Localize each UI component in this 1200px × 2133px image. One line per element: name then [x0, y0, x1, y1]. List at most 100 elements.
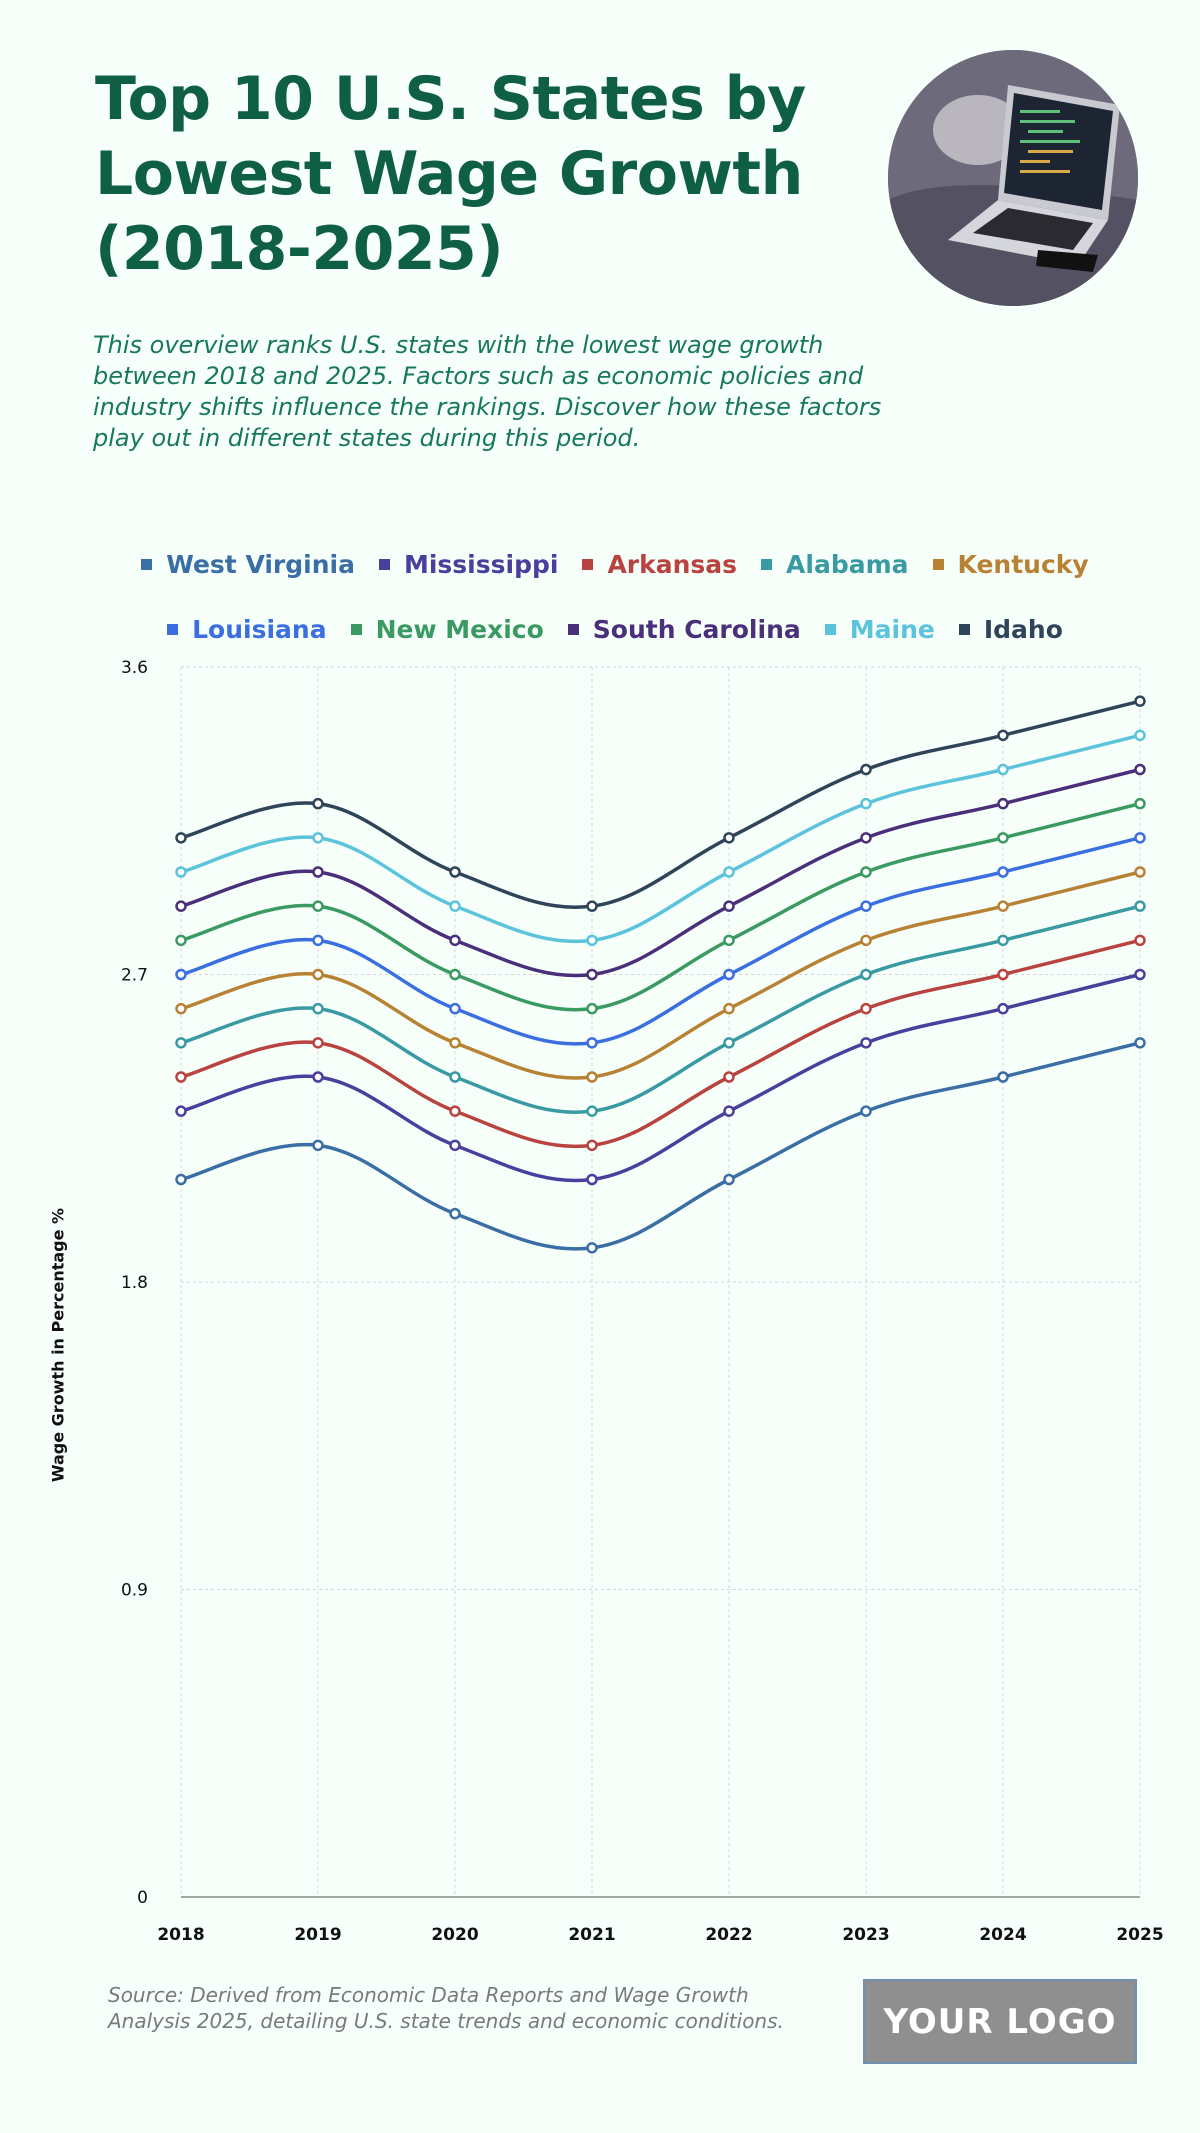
data-point-maine	[586, 934, 598, 947]
data-point-alabama	[586, 1105, 598, 1117]
data-point-idaho	[175, 832, 187, 844]
data-point-arkansas	[860, 1002, 872, 1015]
data-point-west-virginia	[449, 1207, 461, 1220]
legend-label: West Virginia	[166, 550, 355, 579]
legend-label: New Mexico	[375, 615, 544, 644]
data-point-maine	[312, 832, 324, 844]
y-tick-label: 3.6	[121, 658, 148, 678]
data-point-idaho	[1134, 695, 1146, 707]
legend-swatch	[582, 559, 594, 570]
series-line-mississippi	[180, 972, 1141, 1183]
data-point-idaho	[312, 797, 324, 810]
legend-item-arkansas: Arkansas	[582, 550, 737, 579]
series-line-kentucky	[180, 870, 1141, 1080]
data-point-maine	[1134, 729, 1146, 742]
x-tick-label: 2020	[431, 1925, 478, 1945]
data-point-arkansas	[723, 1071, 735, 1083]
legend-swatch	[567, 624, 579, 635]
data-point-south-carolina	[312, 866, 324, 878]
x-tick-label: 2018	[157, 1925, 204, 1945]
legend-item-south-carolina: South Carolina	[567, 615, 801, 644]
legend-label: Maine	[849, 615, 935, 644]
data-point-alabama	[723, 1037, 735, 1049]
series-line-maine	[180, 733, 1141, 944]
data-point-alabama	[312, 1002, 324, 1015]
data-point-mississippi	[997, 1002, 1009, 1015]
data-point-louisiana	[997, 866, 1009, 878]
data-point-west-virginia	[586, 1242, 598, 1254]
data-point-arkansas	[175, 1071, 187, 1083]
series-line-south-carolina	[180, 767, 1141, 978]
series-line-alabama	[180, 904, 1141, 1114]
data-point-south-carolina	[586, 968, 598, 981]
legend-item-idaho: Idaho	[958, 615, 1063, 644]
line-chart: 0 0.9 1.8 2.7 3.6 2018 2019 2020 2021 2022 2023 202…	[121, 658, 1164, 1945]
x-tick-label: 2022	[705, 1925, 752, 1945]
y-tick-label: 0	[137, 1888, 148, 1908]
data-point-arkansas	[449, 1105, 461, 1117]
data-point-mississippi	[586, 1173, 598, 1186]
data-point-kentucky	[997, 900, 1009, 912]
data-point-west-virginia	[312, 1139, 324, 1152]
data-point-alabama	[1134, 900, 1146, 912]
data-point-idaho	[449, 866, 461, 878]
data-point-arkansas	[312, 1037, 324, 1049]
data-point-kentucky	[586, 1071, 598, 1083]
data-point-mississippi	[860, 1037, 872, 1049]
data-point-new-mexico	[449, 968, 461, 981]
legend-label: South Carolina	[592, 615, 801, 644]
data-point-louisiana	[449, 1002, 461, 1015]
y-tick-label: 1.8	[121, 1273, 148, 1293]
data-point-louisiana	[586, 1037, 598, 1049]
data-point-west-virginia	[997, 1071, 1009, 1083]
laptop-photo-image	[888, 50, 1138, 306]
chart-legend: West Virginia Mississippi Arkansas Alabama K…	[120, 550, 1110, 644]
data-point-south-carolina	[997, 797, 1009, 810]
data-point-mississippi	[175, 1105, 187, 1117]
data-point-new-mexico	[723, 934, 735, 947]
legend-label: Alabama	[786, 550, 909, 579]
data-point-arkansas	[997, 968, 1009, 981]
data-point-idaho	[997, 729, 1009, 742]
data-point-maine	[997, 763, 1009, 776]
legend-label: Louisiana	[192, 615, 327, 644]
data-point-kentucky	[1134, 866, 1146, 878]
data-point-louisiana	[723, 968, 735, 981]
data-point-kentucky	[449, 1037, 461, 1049]
data-point-alabama	[449, 1071, 461, 1083]
series-line-arkansas	[180, 938, 1141, 1149]
data-point-south-carolina	[723, 900, 735, 912]
legend-item-kentucky: Kentucky	[932, 550, 1089, 579]
legend-item-maine: Maine	[824, 615, 935, 644]
data-point-west-virginia	[1134, 1037, 1146, 1049]
legend-swatch	[824, 624, 836, 635]
data-point-maine	[723, 866, 735, 878]
legend-item-alabama: Alabama	[761, 550, 909, 579]
x-tick-label: 2023	[842, 1925, 889, 1945]
data-point-alabama	[860, 968, 872, 981]
legend-swatch	[958, 624, 970, 635]
data-point-maine	[860, 797, 872, 810]
data-point-idaho	[586, 900, 598, 912]
data-point-new-mexico	[586, 1002, 598, 1015]
y-tick-label: 2.7	[121, 966, 148, 986]
data-point-alabama	[175, 1037, 187, 1049]
data-point-new-mexico	[997, 832, 1009, 844]
data-point-new-mexico	[312, 900, 324, 912]
data-point-idaho	[723, 832, 735, 844]
data-point-louisiana	[175, 968, 187, 981]
data-point-new-mexico	[1134, 797, 1146, 810]
data-point-mississippi	[1134, 968, 1146, 981]
series-line-west-virginia	[180, 1041, 1141, 1251]
data-point-west-virginia	[723, 1173, 735, 1186]
data-point-kentucky	[723, 1002, 735, 1015]
legend-label: Arkansas	[607, 550, 738, 579]
series-line-new-mexico	[180, 801, 1141, 1012]
data-point-kentucky	[175, 1002, 187, 1015]
legend-swatch	[141, 559, 153, 570]
legend-label: Mississippi	[403, 550, 559, 579]
data-point-alabama	[997, 934, 1009, 947]
legend-swatch	[350, 624, 362, 635]
legend-label: Idaho	[983, 615, 1063, 644]
data-point-mississippi	[449, 1139, 461, 1152]
